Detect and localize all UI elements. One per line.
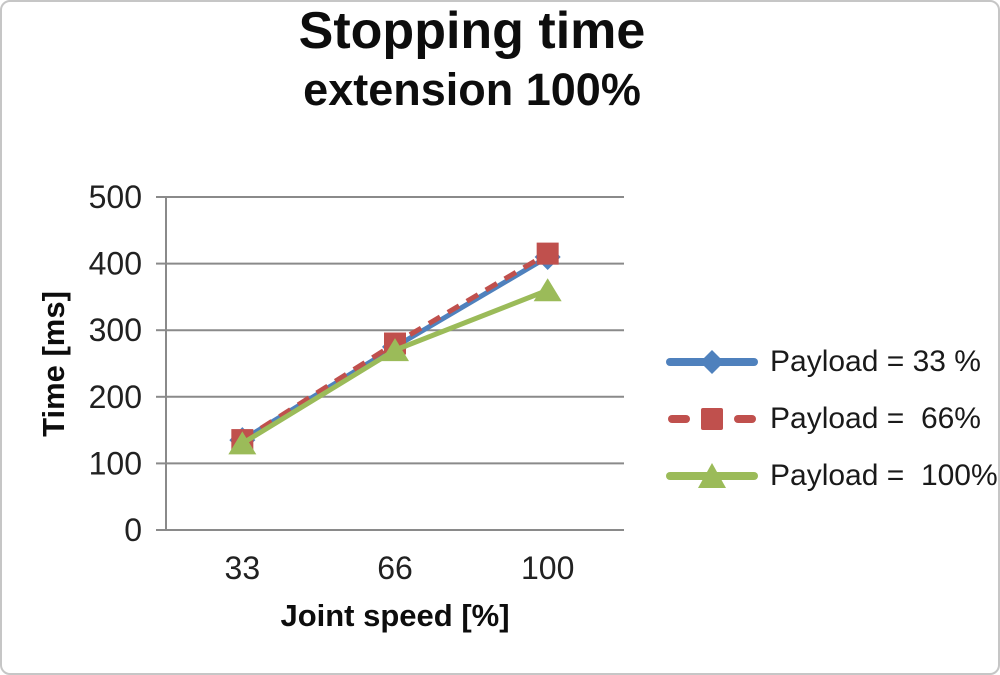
data-point-triangle [228,431,257,455]
y-tick-label: 200 [89,379,142,415]
y-tick-label: 100 [89,445,142,481]
legend-row-payload-100: Payload = 100% [666,447,998,504]
y-tick-label: 0 [124,512,142,548]
chart-title: Stopping time [298,2,646,60]
series-line-2 [241,287,549,446]
legend-label: Payload = 33 % [770,344,981,378]
chart-title-block: Stopping time extension 100% [2,2,942,116]
x-tick-label: 66 [377,550,413,586]
legend-marker-diamond-icon [666,349,758,374]
legend-row-payload-66: Payload = 66% [666,390,998,447]
legend-label: Payload = 66% [770,401,981,435]
legend-marker-square-icon [668,407,756,430]
y-tick-label: 300 [89,312,142,348]
data-point-triangle [381,338,409,362]
x-tick-label: 100 [521,550,574,586]
legend: Payload = 33 % Payload = 66% Payload = 1… [666,333,998,504]
data-point-square [536,242,559,265]
legend-row-payload-33: Payload = 33 % [666,333,998,390]
data-point-triangle [533,278,562,302]
x-axis-title: Joint speed [%] [280,598,509,633]
legend-marker-triangle-icon [666,462,758,488]
y-tick-label: 500 [89,179,142,215]
y-axis-title: Time [ms] [36,291,71,437]
legend-label: Payload = 100% [770,458,998,492]
y-tick-label: 400 [89,246,142,282]
x-tick-label: 33 [225,550,261,586]
chart-subtitle: extension 100% [303,63,641,115]
